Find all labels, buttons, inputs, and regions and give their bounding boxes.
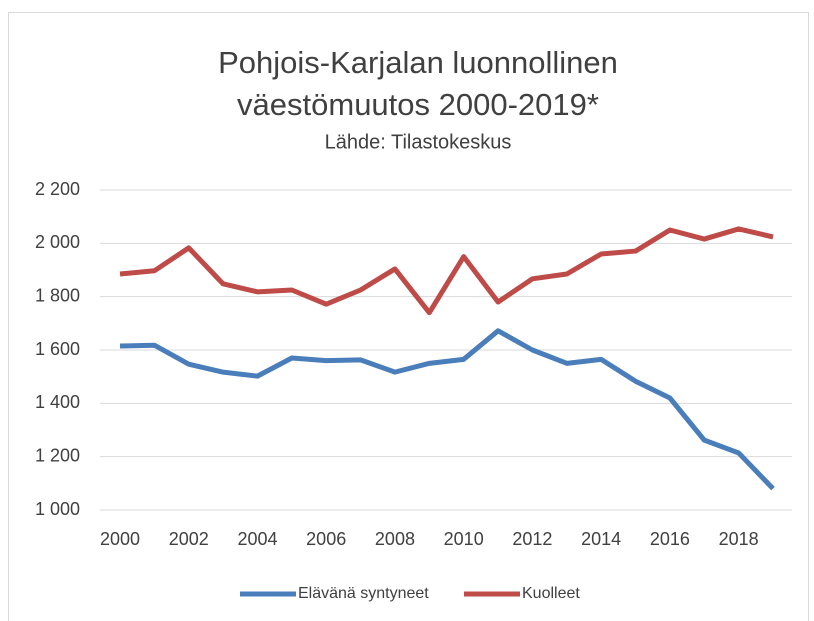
y-tick-label: 1 000 — [35, 499, 80, 519]
y-tick-label: 1 400 — [35, 392, 80, 412]
chart-title: Pohjois-Karjalan luonnollinen — [218, 45, 618, 80]
y-tick-label: 1 800 — [35, 285, 80, 305]
y-tick-label: 1 200 — [35, 445, 80, 465]
x-tick-label: 2004 — [237, 529, 277, 549]
chart-subtitle: Lähde: Tilastokeskus — [325, 131, 512, 153]
x-tick-label: 2006 — [306, 529, 346, 549]
x-tick-label: 2002 — [169, 529, 209, 549]
data-line — [119, 328, 775, 491]
y-tick-label: 2 200 — [35, 179, 80, 199]
x-tick-label: 2014 — [581, 529, 621, 549]
data-line — [119, 226, 774, 316]
y-tick-label: 2 000 — [35, 232, 80, 252]
chart-frame — [8, 12, 809, 621]
y-tick-label: 1 600 — [35, 339, 80, 359]
x-tick-label: 2000 — [100, 529, 140, 549]
x-tick-label: 2010 — [444, 529, 484, 549]
x-tick-label: 2008 — [375, 529, 415, 549]
x-tick-label: 2016 — [650, 529, 690, 549]
x-tick-label: 2018 — [719, 529, 759, 549]
legend-label: Kuolleet — [522, 585, 580, 602]
x-tick-label: 2012 — [512, 529, 552, 549]
chart-title: väestömuutos 2000-2019* — [237, 87, 599, 122]
legend-label: Elävänä syntyneet — [298, 585, 429, 602]
